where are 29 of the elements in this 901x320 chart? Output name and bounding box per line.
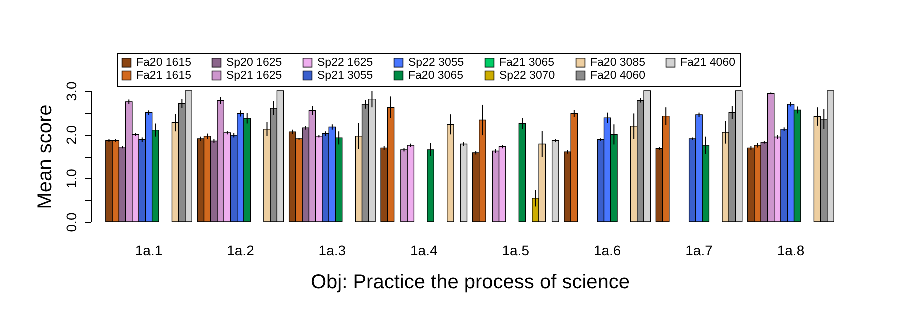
legend-label: Sp21 3055 [318, 70, 374, 82]
x-tick-label: 1a.7 [686, 242, 714, 258]
legend-label: Fa20 4060 [590, 70, 646, 82]
x-tick-label: 1a.5 [502, 242, 530, 258]
x-tick-label: 1a.1 [135, 242, 163, 258]
legend-label: Sp22 3070 [500, 70, 556, 82]
y-tick-label: 0.0 [64, 212, 80, 232]
legend-label: Fa20 3085 [590, 56, 646, 69]
x-axis-title: Obj: Practice the process of science [310, 272, 630, 294]
y-axis-title: Mean score [34, 104, 56, 210]
x-tick-label: 1a.2 [227, 242, 255, 258]
legend-label: Fa20 1615 [136, 56, 192, 69]
y-tick-label: 3.0 [64, 82, 80, 102]
legend-label: Sp21 1625 [226, 70, 282, 82]
x-tick-label: 1a.6 [594, 242, 622, 258]
y-tick-label: 1.0 [64, 168, 80, 189]
bar [552, 140, 560, 222]
legend-label: Sp22 1625 [318, 56, 374, 69]
x-tick-label: 1a.3 [318, 242, 346, 258]
legend-label: Fa21 4060 [680, 56, 736, 69]
y-tick-label: 2.0 [64, 125, 80, 145]
legend-label: Fa20 3065 [408, 70, 464, 82]
legend-label: Fa21 1615 [136, 70, 192, 82]
legend-label: Fa21 3065 [500, 56, 554, 69]
legend-label: Sp20 1625 [226, 56, 282, 69]
bar [460, 144, 468, 222]
x-tick-label: 1a.4 [410, 242, 438, 258]
x-tick-label: 1a.8 [777, 242, 805, 258]
legend-label: Sp22 3055 [408, 56, 464, 69]
